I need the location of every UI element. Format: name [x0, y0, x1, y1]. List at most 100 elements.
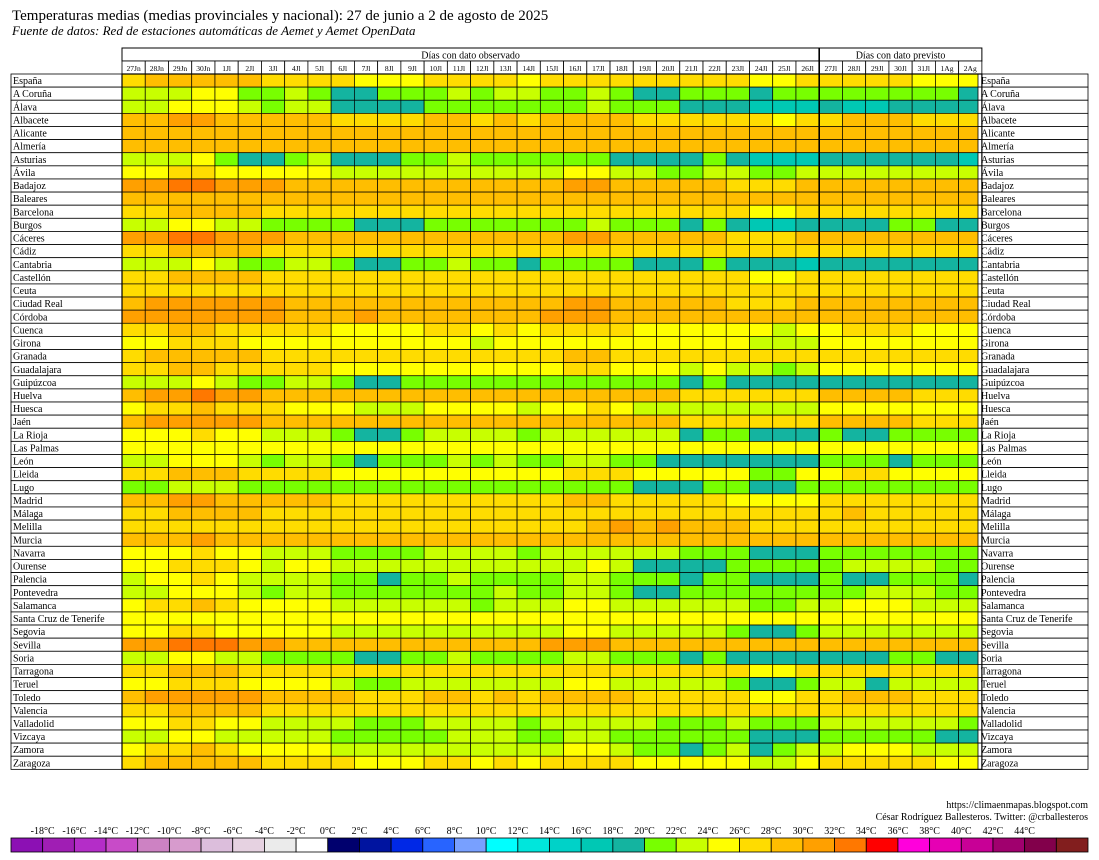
heatmap-cell [516, 414, 541, 429]
heatmap-cell [679, 532, 704, 547]
day-label: 2Ag [964, 64, 977, 73]
heatmap-cell [307, 493, 332, 508]
heatmap-cell [772, 401, 797, 416]
heatmap-cell [772, 690, 797, 705]
heatmap-cell [632, 532, 657, 547]
heatmap-cell [935, 191, 959, 206]
heatmap-cell [423, 480, 448, 495]
heatmap-cell [702, 559, 727, 573]
heatmap-cell [818, 637, 843, 652]
heatmap-cell [516, 480, 541, 495]
heatmap-cell [400, 283, 425, 298]
heatmap-cell [539, 572, 564, 587]
heatmap-cell [911, 742, 936, 757]
heatmap-cell [911, 126, 936, 140]
heatmap-cell [656, 585, 681, 600]
province-label-left: Zaragoza [13, 758, 51, 769]
heatmap-cell [679, 545, 704, 560]
heatmap-cell [911, 664, 936, 678]
heatmap-cell [121, 349, 146, 363]
heatmap-cell [447, 270, 471, 285]
heatmap-cell [539, 336, 564, 350]
heatmap-cell [423, 231, 448, 245]
heatmap-cell [470, 204, 495, 219]
heatmap-cell [865, 545, 890, 560]
heatmap-cell [354, 349, 378, 363]
heatmap-cell [447, 703, 471, 718]
heatmap-cell [842, 519, 867, 534]
heatmap-cell [795, 650, 820, 665]
heatmap-cell [632, 598, 657, 613]
heatmap-cell [214, 113, 239, 127]
heatmap-cell [261, 427, 286, 442]
heatmap-cell [842, 401, 867, 416]
legend-swatch [422, 837, 455, 853]
heatmap-cell [354, 86, 378, 101]
heatmap-cell [818, 191, 843, 206]
legend-swatch [390, 837, 424, 853]
heatmap-cell [121, 139, 146, 154]
heatmap-cell [423, 637, 448, 652]
heatmap-cell [632, 309, 657, 324]
heatmap-cell [261, 716, 286, 731]
heatmap-cell [935, 650, 959, 665]
heatmap-cell [888, 545, 913, 560]
heatmap-cell [330, 729, 355, 744]
heatmap-cell [702, 624, 727, 639]
heatmap-cell [679, 126, 704, 140]
heatmap-cell [423, 598, 448, 613]
heatmap-cell [330, 283, 355, 298]
legend-label: 22°C [666, 826, 687, 837]
heatmap-cell [168, 467, 193, 482]
heatmap-cell [539, 716, 564, 731]
heatmap-cell [400, 598, 425, 613]
heatmap-cell [725, 729, 750, 744]
heatmap-cell [656, 362, 681, 377]
heatmap-cell [842, 231, 867, 245]
heatmap-cell [516, 178, 541, 193]
heatmap-cell [702, 349, 727, 363]
heatmap-cell [330, 414, 355, 429]
heatmap-cell [493, 257, 518, 272]
heatmap-cell [888, 73, 913, 88]
heatmap-cell [656, 139, 681, 154]
heatmap-cell [261, 231, 286, 245]
heatmap-cell [330, 204, 355, 219]
heatmap-cell [354, 755, 378, 770]
heatmap-cell [493, 729, 518, 744]
heatmap-cell [447, 165, 471, 180]
heatmap-cell [539, 519, 564, 534]
heatmap-cell [911, 677, 936, 691]
day-label: 18Jl [615, 64, 628, 73]
heatmap-cell [539, 506, 564, 521]
heatmap-cell [261, 519, 286, 534]
heatmap-cell [911, 506, 936, 521]
heatmap-cell [725, 703, 750, 718]
heatmap-cell [586, 716, 611, 731]
heatmap-cell [516, 139, 541, 154]
heatmap-cell [609, 611, 634, 626]
heatmap-cell [423, 270, 448, 285]
heatmap-cell [586, 729, 611, 744]
heatmap-cell [935, 414, 959, 429]
heatmap-cell [842, 257, 867, 272]
province-label-right: Tarragona [981, 667, 1022, 678]
heatmap-cell [842, 441, 867, 455]
heatmap-cell [191, 716, 216, 731]
heatmap-cell [191, 755, 216, 770]
heatmap-cell [284, 257, 309, 272]
day-label: 30Jl [894, 64, 907, 73]
heatmap-cell [516, 716, 541, 731]
heatmap-cell [121, 113, 146, 127]
province-label-right: Huelva [981, 391, 1010, 402]
heatmap-cell [911, 257, 936, 272]
heatmap-cell [214, 664, 239, 678]
heatmap-cell [447, 244, 471, 259]
province-label-left: Málaga [13, 509, 44, 520]
heatmap-cell [679, 703, 704, 718]
heatmap-cell [888, 165, 913, 180]
credit-url[interactable]: https://climaenmapas.blogspot.com [946, 800, 1088, 811]
heatmap-cell [307, 506, 332, 521]
heatmap-cell [447, 336, 471, 350]
heatmap-cell [121, 427, 146, 442]
